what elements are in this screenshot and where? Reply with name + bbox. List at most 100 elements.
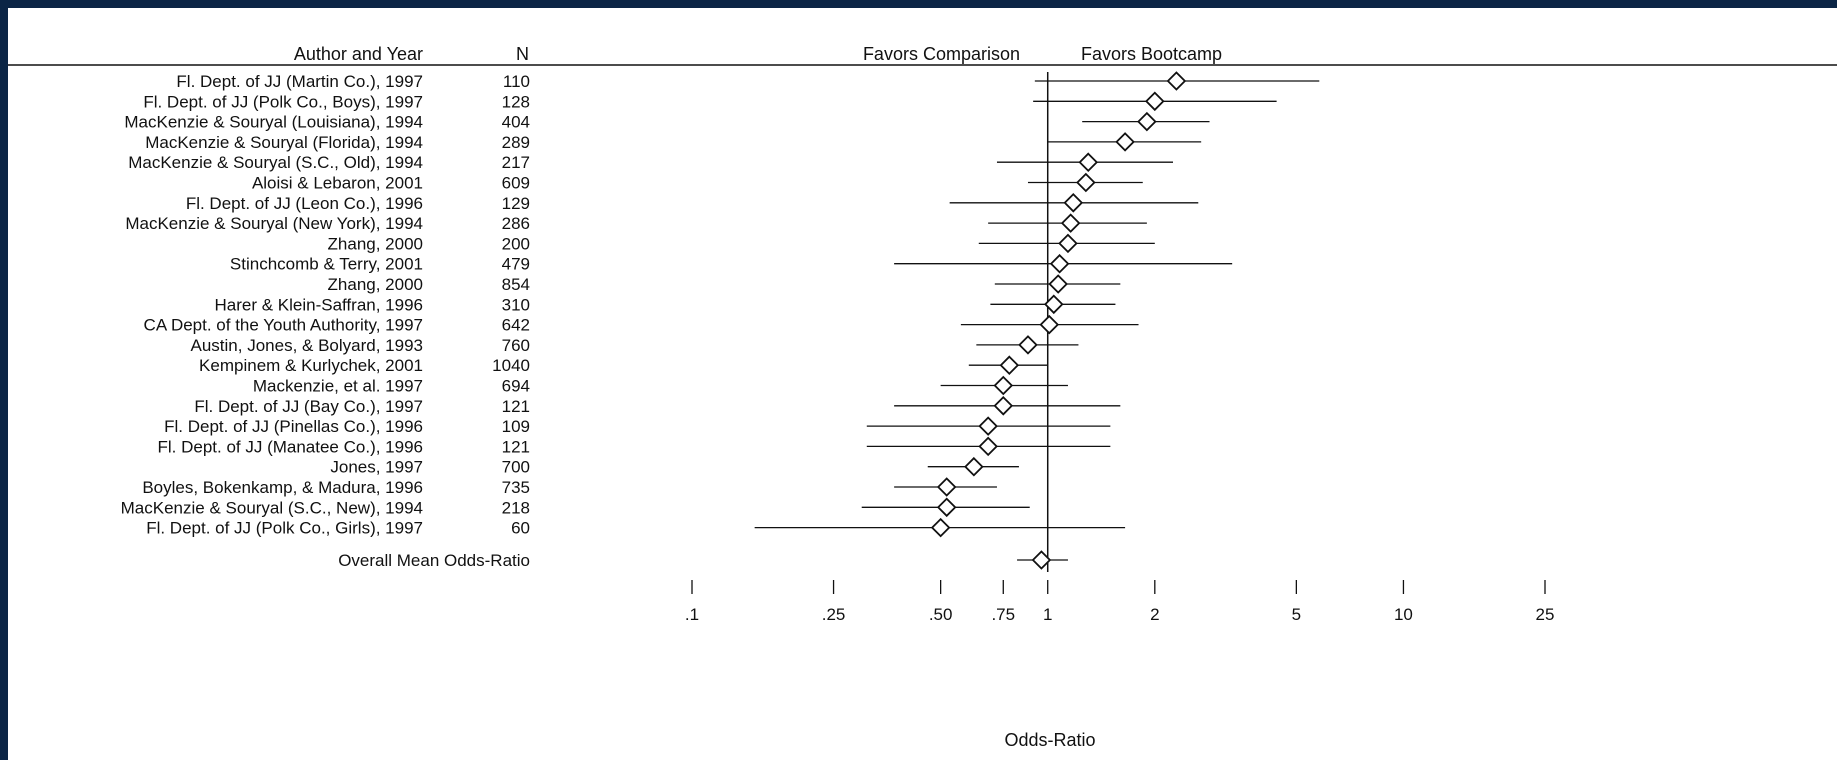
odds-ratio-marker bbox=[1145, 91, 1165, 112]
study-n: 735 bbox=[502, 478, 530, 497]
study-row: MacKenzie & Souryal (New York), 1994 286 bbox=[125, 213, 1147, 233]
study-label: Zhang, 2000 bbox=[328, 234, 423, 253]
study-label: Boyles, Bokenkamp, & Madura, 1996 bbox=[142, 478, 423, 497]
study-label: Zhang, 2000 bbox=[328, 275, 423, 294]
study-row: Fl. Dept. of JJ (Martin Co.), 1997 110 bbox=[176, 71, 1320, 91]
study-n: 479 bbox=[502, 255, 530, 274]
study-n: 217 bbox=[502, 153, 530, 172]
study-label: Aloisi & Lebaron, 2001 bbox=[252, 174, 423, 193]
study-row: Stinchcomb & Terry, 2001 479 bbox=[230, 253, 1233, 274]
study-label: Fl. Dept. of JJ (Polk Co., Boys), 1997 bbox=[143, 92, 423, 111]
study-label: Fl. Dept. of JJ (Bay Co.), 1997 bbox=[194, 397, 423, 416]
overall-marker bbox=[1031, 550, 1052, 570]
study-label: MacKenzie & Souryal (New York), 1994 bbox=[125, 214, 423, 233]
x-tick-label: 1 bbox=[1043, 605, 1052, 624]
study-n: 700 bbox=[502, 458, 530, 477]
x-axis: Odds-Ratio .1.25.50.75 1 2 5 10 25 bbox=[685, 580, 1555, 750]
n-header: N bbox=[516, 44, 529, 64]
study-row: Fl. Dept. of JJ (Polk Co., Boys), 1997 12… bbox=[143, 91, 1277, 112]
study-n: 642 bbox=[502, 316, 530, 335]
x-tick-label: .50 bbox=[929, 605, 953, 624]
study-label: Jones, 1997 bbox=[330, 458, 423, 477]
study-n: 404 bbox=[502, 113, 530, 132]
odds-ratio-marker bbox=[930, 517, 951, 538]
odds-ratio-marker bbox=[1166, 71, 1187, 91]
study-n: 289 bbox=[502, 133, 530, 152]
study-n: 200 bbox=[502, 234, 530, 253]
odds-ratio-marker bbox=[978, 436, 998, 457]
study-row: Zhang, 2000 200 bbox=[328, 233, 1155, 253]
study-row: Aloisi & Lebaron, 2001 609 bbox=[252, 172, 1143, 193]
study-label: Fl. Dept. of JJ (Martin Co.), 1997 bbox=[176, 72, 423, 91]
x-tick-label: .25 bbox=[822, 605, 846, 624]
study-label: Harer & Klein-Saffran, 1996 bbox=[214, 295, 423, 314]
study-row: Fl. Dept. of JJ (Bay Co.), 1997 121 bbox=[194, 396, 1121, 416]
study-label: MacKenzie & Souryal (Florida), 1994 bbox=[145, 133, 423, 152]
study-row: Fl. Dept. of JJ (Manatee Co.), 1996 121 bbox=[157, 436, 1111, 457]
study-label: Mackenzie, et al. 1997 bbox=[253, 377, 423, 396]
study-n: 129 bbox=[502, 194, 530, 213]
overall-row: Overall Mean Odds-Ratio bbox=[338, 550, 1068, 570]
study-n: 760 bbox=[502, 336, 530, 355]
study-row: MacKenzie & Souryal (S.C., New), 1994 218 bbox=[121, 497, 1030, 518]
odds-ratio-marker bbox=[1115, 132, 1135, 152]
odds-ratio-marker bbox=[964, 456, 984, 477]
study-row: MacKenzie & Souryal (S.C., Old), 1994 217 bbox=[128, 152, 1174, 172]
study-n: 854 bbox=[502, 275, 530, 294]
favors-bootcamp-label: Favors Bootcamp bbox=[1081, 44, 1222, 64]
study-label: Fl. Dept. of JJ (Manatee Co.), 1996 bbox=[157, 437, 423, 456]
study-n: 310 bbox=[502, 295, 530, 314]
odds-ratio-marker bbox=[1049, 253, 1070, 274]
study-row: Harer & Klein-Saffran, 1996 310 bbox=[214, 294, 1116, 315]
column-headers: Author and Year N Favors Comparison Favo… bbox=[8, 44, 1837, 66]
odds-ratio-marker bbox=[978, 416, 998, 436]
x-tick-label: 5 bbox=[1292, 605, 1301, 624]
study-n: 694 bbox=[502, 377, 530, 396]
study-n: 110 bbox=[503, 72, 530, 91]
study-n: 218 bbox=[502, 498, 530, 517]
study-row: Boyles, Bokenkamp, & Madura, 1996 735 bbox=[142, 477, 997, 497]
chart-panel: Author and Year N Favors Comparison Favo… bbox=[8, 8, 1837, 760]
favors-comparison-label: Favors Comparison bbox=[863, 44, 1020, 64]
odds-ratio-marker bbox=[999, 355, 1020, 375]
study-n: 128 bbox=[502, 92, 530, 111]
odds-ratio-marker bbox=[993, 375, 1014, 396]
study-n: 109 bbox=[502, 417, 530, 436]
overall-label: Overall Mean Odds-Ratio bbox=[338, 551, 530, 570]
odds-ratio-marker bbox=[1137, 111, 1157, 132]
odds-ratio-marker bbox=[1048, 274, 1068, 294]
study-label: MacKenzie & Souryal (S.C., Old), 1994 bbox=[128, 153, 423, 172]
study-label: CA Dept. of the Youth Authority, 1997 bbox=[144, 316, 423, 335]
study-n: 609 bbox=[502, 174, 530, 193]
x-tick-label: .1 bbox=[685, 605, 699, 624]
study-row: Jones, 1997 700 bbox=[330, 456, 1019, 477]
odds-ratio-marker bbox=[936, 497, 957, 518]
odds-ratio-marker bbox=[1076, 172, 1096, 193]
forest-plot: Author and Year N Favors Comparison Favo… bbox=[8, 44, 1837, 750]
study-label: Kempinem & Kurlychek, 2001 bbox=[199, 356, 423, 375]
study-label: Fl. Dept. of JJ (Polk Co., Girls), 1997 bbox=[146, 519, 423, 538]
odds-ratio-marker bbox=[993, 396, 1014, 416]
study-label: MacKenzie & Souryal (Louisiana), 1994 bbox=[124, 113, 423, 132]
x-tick-label: 25 bbox=[1536, 605, 1555, 624]
study-label: Fl. Dept. of JJ (Pinellas Co.), 1996 bbox=[164, 417, 423, 436]
study-n: 1040 bbox=[492, 356, 530, 375]
study-n: 121 bbox=[502, 437, 530, 456]
study-row: CA Dept. of the Youth Authority, 1997 642 bbox=[144, 314, 1139, 335]
x-axis-label: Odds-Ratio bbox=[1004, 730, 1095, 750]
odds-ratio-marker bbox=[1044, 294, 1064, 315]
study-n: 121 bbox=[502, 397, 530, 416]
study-n: 286 bbox=[502, 214, 530, 233]
x-tick-label: 10 bbox=[1394, 605, 1413, 624]
study-n: 60 bbox=[511, 519, 530, 538]
study-row: Austin, Jones, & Bolyard, 1993 760 bbox=[191, 335, 1079, 355]
odds-ratio-marker bbox=[936, 477, 957, 497]
study-header: Author and Year bbox=[294, 44, 423, 64]
study-rows: Fl. Dept. of JJ (Martin Co.), 1997 110Fl.… bbox=[121, 71, 1320, 572]
odds-ratio-marker bbox=[1039, 314, 1060, 335]
study-label: MacKenzie & Souryal (S.C., New), 1994 bbox=[121, 498, 423, 517]
odds-ratio-marker bbox=[1078, 152, 1099, 172]
study-label: Austin, Jones, & Bolyard, 1993 bbox=[191, 336, 423, 355]
x-tick-label: .75 bbox=[991, 605, 1015, 624]
